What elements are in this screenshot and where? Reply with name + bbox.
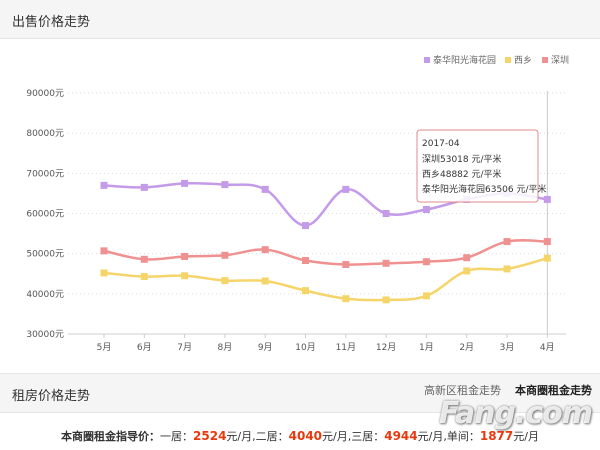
series-1-point [422,292,430,300]
single-room-unit: 元/月 [513,430,539,443]
one-bed-prefix: 一居： [160,430,194,443]
rent-tabs: 高新区租金走势 本商圈租金走势 [424,382,592,402]
series-2-point [422,258,430,266]
x-tick-label: 4月 [540,342,555,353]
series-2-point [503,238,511,246]
tooltip-line: 泰华阳光海花园63506 元/平米 [422,183,547,195]
legend-label-2: 深圳 [551,55,569,66]
series-2-point [100,247,108,255]
series-0-point [261,185,269,193]
y-tick-label: 50000元 [26,250,64,260]
series-2-point [342,261,350,269]
series-0-point [422,205,430,213]
series-1-point [181,272,189,280]
three-bed-value: 4944 [384,429,418,443]
legend-swatch-2 [542,57,548,63]
series-2-point [463,254,471,262]
y-tick-label: 90000元 [26,89,64,99]
tooltip-title: 2017-04 [422,139,460,149]
x-tick-label: 6月 [137,342,152,353]
series-2-point [261,246,269,254]
series-0-point [543,195,551,203]
x-tick-label: 3月 [500,342,515,353]
sale-price-title: 出售价格走势 [12,15,91,30]
y-tick-label: 70000元 [26,169,64,179]
series-1-point [543,254,551,262]
sale-price-section-header: 出售价格走势 [0,0,600,39]
series-2-point [382,259,390,267]
series-1-point [221,277,229,285]
three-bed-prefix: 三居： [351,430,385,443]
single-room-prefix: 单间： [446,430,480,443]
x-tick-label: 2月 [459,342,474,353]
series-1-point [140,273,148,281]
series-0-point [181,179,189,187]
x-tick-label: 8月 [218,342,233,353]
one-bed-unit: 元/月, [226,430,256,443]
guide-label: 本商圈租金指导价： [61,430,161,443]
legend-label-0: 泰华阳光海花园 [433,54,496,66]
series-0-point [140,183,148,191]
series-1-point [261,277,269,285]
legend-swatch-1 [505,57,511,63]
series-line-1 [103,256,548,302]
series-0-point [342,185,350,193]
x-tick-label: 9月 [258,342,273,353]
series-1-point [302,287,309,295]
y-tick-label: 30000元 [26,330,64,340]
series-0-point [221,181,229,189]
series-1-point [503,265,511,273]
tooltip-line: 西乡48882 元/平米 [422,168,502,180]
three-bed-unit: 元/月, [417,430,447,443]
two-bed-value: 4040 [288,429,323,443]
single-room-value: 1877 [479,429,514,443]
x-tick-label: 1月 [419,342,434,353]
x-tick-label: 7月 [177,342,192,353]
tooltip-line: 深圳53018 元/平米 [422,153,502,165]
series-1-point [342,295,350,303]
tooltip-box [416,129,539,203]
sale-price-line-chart: 30000元 40000元 50000元 60000元 70000元 80000元 9000… [26,54,569,353]
legend-label-1: 西乡 [514,55,532,66]
series-2-point [302,256,309,264]
series-0-point [100,181,108,189]
x-tick-label: 11月 [336,342,356,353]
series-1-point [100,269,108,277]
series-0-point [382,210,390,217]
rent-price-section-header: 租房价格走势 高新区租金走势 本商圈租金走势 [0,373,600,413]
y-tick-label: 80000元 [26,129,64,139]
tab-district-rent-trend[interactable]: 高新区租金走势 [424,384,501,397]
series-2-point [140,255,148,263]
series-2-point [181,252,189,260]
x-tick-label: 12月 [376,342,396,353]
series-1-point [382,296,390,304]
rent-price-title: 租房价格走势 [12,389,91,404]
two-bed-unit: 元/月, [322,430,352,443]
series-0-point [302,222,309,230]
rent-guide-price-line: 本商圈租金指导价：一居：2524元/月,二居：4040元/月,三居：4944元/… [0,428,600,444]
y-tick-label: 40000元 [26,290,64,300]
x-tick-label: 10月 [295,342,315,353]
series-line-2 [103,239,548,266]
tab-business-area-rent-trend[interactable]: 本商圈租金走势 [515,384,592,397]
series-1-point [463,267,471,275]
y-tick-label: 60000元 [26,210,64,220]
fang-watermark-logo: Fang.com [438,396,593,431]
legend-swatch-0 [424,57,430,63]
series-2-point [543,238,551,246]
one-bed-value: 2524 [193,429,227,443]
two-bed-prefix: 二居： [255,430,289,443]
series-2-point [221,251,229,259]
x-tick-label: 5月 [97,342,112,353]
